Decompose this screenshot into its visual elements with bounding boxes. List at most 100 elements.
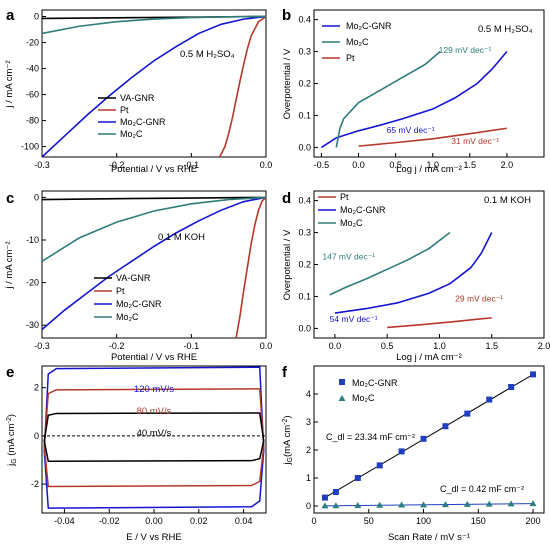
panel-c: c -0.3 -0.2 -0.1 0.0 -30 -20 -10 0 0.1 M KOH Po… (4, 190, 272, 363)
y-tick-label: 0.0 (298, 142, 311, 152)
data-point (321, 494, 328, 501)
panel-c-frame (41, 190, 267, 339)
x-tick-label: 200 (526, 516, 541, 526)
panel-b-ylabel: Overpotential / V (282, 48, 293, 119)
legend-label: VA-GNR (120, 93, 155, 103)
x-tick-label: 0.0 (260, 160, 273, 170)
x-tick-label: 100 (416, 516, 431, 526)
y-tick-label: 4 (306, 389, 311, 399)
data-point (508, 384, 515, 390)
panel-a: a -0.3 -0.2 -0.1 0.0 -100 -80 -60 -40 -20 0 0.5 M… (4, 7, 272, 175)
panel-a-ylabel: j / mA cm⁻² (4, 60, 15, 108)
series-line (358, 127, 508, 147)
legend-label: Mo₂C (346, 37, 369, 47)
y-tick-label: 0.2 (298, 260, 311, 270)
data-point (530, 371, 537, 378)
y-tick-label: 2 (306, 445, 311, 455)
data-point (398, 448, 405, 455)
x-tick-label: -0.3 (34, 160, 50, 170)
tafel-slope-label: 31 mV dec⁻¹ (451, 136, 499, 146)
data-point (485, 500, 493, 507)
panel-c-ylabel: j / mA cm⁻² (4, 241, 15, 289)
panel-f-label: f (282, 364, 288, 381)
panel-a-annotation: 0.5 M H₂SO₄ (180, 49, 235, 60)
x-tick-label: 2.0 (538, 341, 550, 351)
x-tick-label: 1.5 (464, 160, 477, 170)
data-point (507, 500, 515, 507)
y-tick-label: 0.1 (298, 291, 311, 301)
data-point (354, 475, 361, 481)
x-tick-label: 0.0 (352, 160, 365, 170)
panel-e-label-120: 120 mV/s (134, 384, 174, 395)
y-tick-label: 0 (306, 501, 311, 511)
data-point (376, 501, 384, 508)
panel-d-xlabel: Log j / mA cm⁻² (396, 352, 462, 363)
panel-f-legend: Mo₂C-GNR Mo₂C (338, 378, 398, 403)
panel-f-frame (313, 365, 545, 514)
panel-a-legend: VA-GNR Pt Mo₂C-GNR Mo₂C (98, 93, 166, 139)
panel-f-ylabel: jG(mA cm-2) (282, 415, 294, 465)
series-line (235, 196, 267, 339)
panel-b-legend: Mo₂C-GNR Mo₂C Pt (322, 21, 392, 63)
panel-b-annotation: 0.5 M H₂SO₄ (478, 24, 533, 35)
data-point (376, 462, 383, 469)
y-tick-label: 1 (306, 473, 311, 483)
x-tick-label: 0.04 (235, 516, 253, 526)
panel-e-label-40: 40 mV/s (137, 428, 172, 439)
legend-label: VA-GNR (116, 273, 151, 283)
x-tick-label: 50 (364, 516, 374, 526)
x-tick-label: -0.2 (109, 341, 125, 351)
panel-e-xlabel: E / V vs RHE (126, 532, 181, 543)
panel-c-legend: VA-GNR Pt Mo₂C-GNR Mo₂C (94, 273, 162, 322)
panel-f-xlabel: Scan Rate / mV s⁻¹ (388, 532, 470, 543)
x-tick-label: 2.0 (501, 160, 514, 170)
y-tick-label: -2 (31, 479, 39, 489)
series-line (335, 50, 441, 148)
panel-a-label: a (6, 7, 15, 24)
tafel-slope-label: 147 mV dec⁻¹ (322, 252, 375, 262)
panel-c-annotation: 0.1 M KOH (158, 232, 205, 243)
data-point (441, 501, 449, 508)
y-tick-label: 0.3 (298, 47, 311, 57)
legend-label: Mo₂C (116, 312, 139, 322)
legend-label: Mo₂C-GNR (120, 117, 166, 127)
series-line (320, 51, 508, 149)
y-tick-label: -20 (26, 38, 39, 48)
legend-label: Mo₂C (340, 218, 363, 228)
y-tick-label: -30 (26, 320, 39, 330)
panel-b-label: b (282, 7, 291, 24)
legend-label: Mo₂C-GNR (340, 205, 386, 215)
panel-d-ylabel: Overpotential / V (282, 229, 293, 300)
y-tick-label: 0.0 (298, 323, 311, 333)
legend-label: Pt (346, 53, 355, 63)
data-point (420, 435, 427, 442)
series-line (41, 15, 267, 35)
y-tick-label: 3 (306, 417, 311, 427)
y-tick-label: -10 (26, 235, 39, 245)
panel-c-label: c (6, 190, 14, 207)
data-point (463, 500, 471, 507)
y-tick-label: 0.1 (298, 110, 311, 120)
y-tick-label: 0.3 (298, 228, 311, 238)
data-point (529, 500, 537, 507)
y-tick-label: 0 (34, 192, 39, 202)
series-line (41, 15, 267, 158)
legend-label: Mo₂C (352, 393, 375, 403)
legend-marker-triangle (338, 395, 346, 401)
panel-c-xlabel: Potential / V vs RHE (111, 352, 197, 363)
data-point (332, 489, 339, 495)
panel-d: d 0.0 0.5 1.0 1.5 2.0 0.0 0.1 0.2 0.3 0.4 147 mV … (282, 190, 550, 363)
series-line (41, 196, 267, 201)
cv-loop (43, 412, 265, 462)
series-line (329, 231, 451, 296)
panel-e-label: e (6, 364, 14, 381)
x-tick-label: -0.2 (109, 160, 125, 170)
panel-e-ylabel: jG (mA cm-2) (6, 414, 18, 467)
x-tick-label: -0.3 (34, 341, 50, 351)
data-point (354, 502, 362, 509)
x-tick-label: 150 (471, 516, 486, 526)
data-point (321, 502, 329, 509)
y-tick-label: 0.4 (298, 196, 311, 206)
x-tick-label: -0.1 (184, 341, 200, 351)
